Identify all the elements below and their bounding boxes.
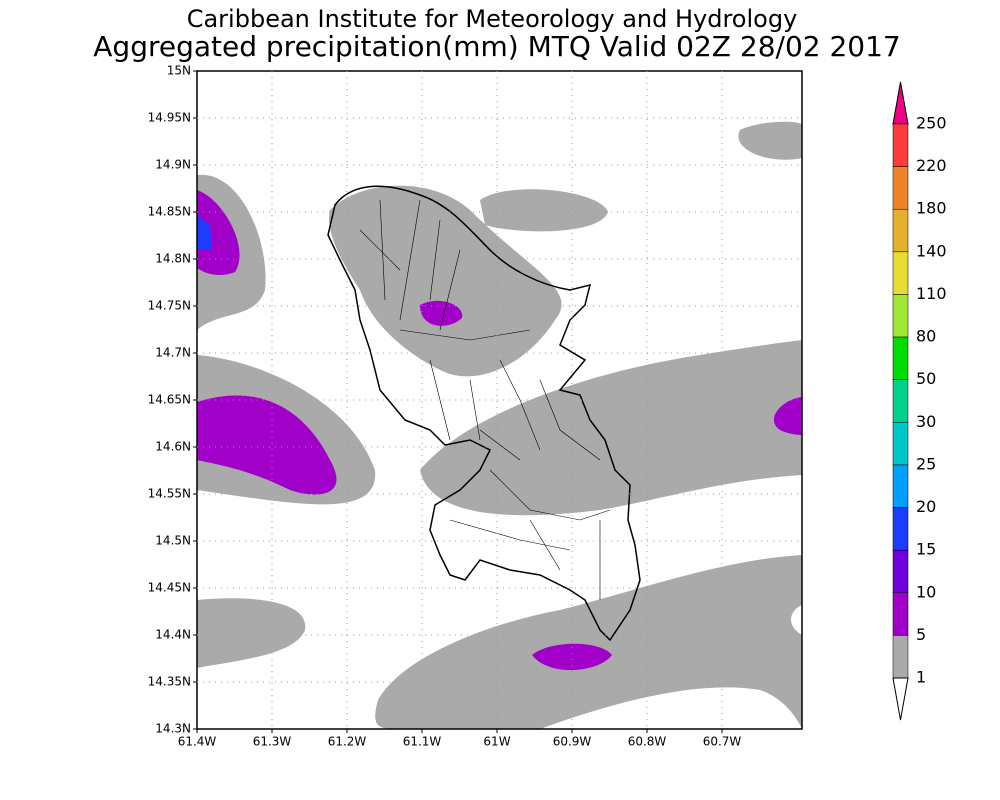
precip-area	[773, 397, 802, 435]
lat-label: 14.4N	[155, 628, 191, 642]
colorbar-segment	[892, 379, 909, 423]
precip-field	[197, 121, 802, 729]
colorbar-triangle	[892, 677, 909, 721]
lat-label: 14.55N	[148, 487, 191, 501]
precip-area	[197, 190, 240, 276]
lon-label: 61.2W	[328, 735, 367, 749]
lat-label: 15N	[167, 64, 191, 78]
precip-area	[197, 395, 337, 495]
colorbar-segment	[892, 464, 909, 508]
lat-label: 14.7N	[155, 346, 191, 360]
lat-label: 14.9N	[155, 158, 191, 172]
lat-label: 14.95N	[148, 111, 191, 125]
lat-label: 14.3N	[155, 722, 191, 736]
lat-label: 14.8N	[155, 252, 191, 266]
colorbar-segment	[892, 549, 909, 594]
lat-label: 14.45N	[148, 581, 191, 595]
lon-label: 60.9W	[553, 735, 592, 749]
colorbar-label: 25	[916, 454, 936, 473]
colorbar-segment	[892, 635, 909, 679]
colorbar-segment	[892, 294, 909, 338]
colorbar-label: 250	[916, 114, 947, 133]
colorbar: 250 220 180 140 110 80 50 30 25 20 15 10 5 1	[892, 81, 947, 721]
precip-area	[197, 598, 306, 668]
colorbar-label: 50	[916, 369, 936, 388]
colorbar-label: 20	[916, 497, 936, 516]
colorbar-segment	[892, 592, 909, 636]
precip-area	[197, 215, 212, 250]
colorbar-segment	[892, 336, 909, 380]
island-outline	[327, 185, 641, 642]
lat-label: 14.5N	[155, 534, 191, 548]
lon-label: 61W	[483, 735, 510, 749]
precip-area	[738, 121, 802, 160]
precip-area	[420, 340, 802, 516]
colorbar-segment	[892, 208, 909, 253]
colorbar-segment	[892, 507, 909, 551]
axes: 15N 14.95N 14.9N 14.85N 14.8N 14.75N 14.7N 14.6…	[148, 64, 802, 749]
colorbar-label: 80	[916, 327, 936, 346]
lon-label: 61.4W	[178, 735, 217, 749]
colorbar-label: 110	[916, 284, 947, 303]
colorbar-label: 15	[916, 540, 936, 559]
colorbar-segment	[892, 166, 909, 210]
lat-label: 14.35N	[148, 675, 191, 689]
colorbar-label: 30	[916, 412, 936, 431]
precip-area	[420, 300, 463, 326]
lon-label: 61.1W	[403, 735, 442, 749]
colorbar-label: 1	[916, 668, 926, 687]
colorbar-segment	[892, 251, 909, 295]
colorbar-label: 10	[916, 582, 936, 601]
colorbar-label: 140	[916, 241, 947, 260]
lat-label: 14.85N	[148, 205, 191, 219]
parish-boundaries	[359, 199, 611, 600]
lat-label: 14.65N	[148, 393, 191, 407]
clear-area	[540, 687, 802, 729]
lon-label: 61.3W	[253, 735, 292, 749]
precip-area	[532, 643, 612, 671]
subtitle: Aggregated precipitation(mm) MTQ Valid 0…	[93, 30, 900, 63]
precip-area	[329, 185, 562, 377]
title: Caribbean Institute for Meteorology and …	[187, 5, 798, 33]
lon-label: 60.8W	[628, 735, 667, 749]
colorbar-segment	[892, 123, 909, 167]
colorbar-label: 5	[916, 625, 926, 644]
precip-area	[480, 189, 608, 232]
lat-label: 14.75N	[148, 299, 191, 313]
lat-label: 14.6N	[155, 440, 191, 454]
clear-area	[791, 605, 802, 635]
colorbar-label: 180	[916, 199, 947, 218]
colorbar-label: 220	[916, 156, 947, 175]
colorbar-segment	[892, 422, 909, 466]
precip-area	[375, 555, 802, 729]
lon-label: 60.7W	[703, 735, 742, 749]
